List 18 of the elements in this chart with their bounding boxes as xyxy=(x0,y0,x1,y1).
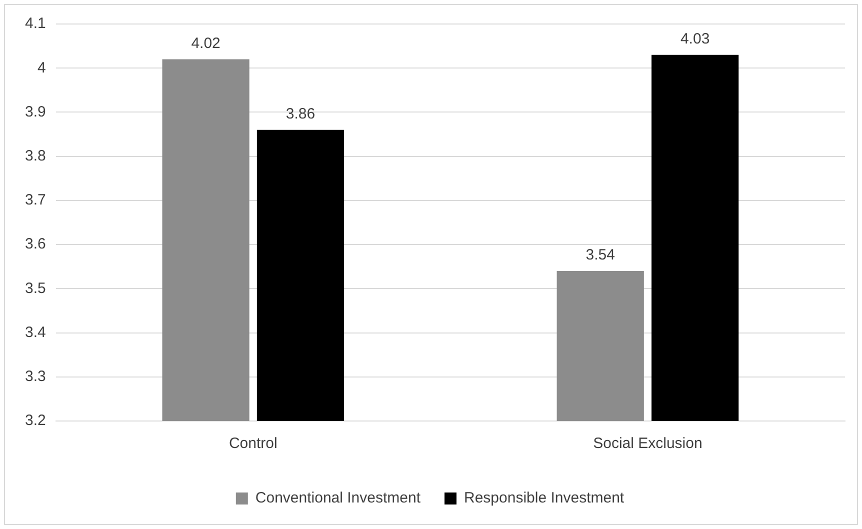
y-tick-label: 3.6 xyxy=(24,236,46,253)
y-tick-label: 3.9 xyxy=(24,103,46,120)
y-tick-label: 3.3 xyxy=(24,368,46,386)
data-label: 3.54 xyxy=(586,246,615,264)
x-tick-label: Social Exclusion xyxy=(593,435,702,452)
data-label: 4.02 xyxy=(191,34,220,52)
y-tick-label: 3.4 xyxy=(24,324,46,341)
y-tick-label: 4.1 xyxy=(24,15,46,32)
y-tick-label: 3.8 xyxy=(24,147,46,164)
data-label: 3.86 xyxy=(286,106,316,123)
legend-label: Conventional Investment xyxy=(255,490,422,507)
y-tick-label: 3.7 xyxy=(24,192,46,209)
legend-label: Responsible Investment xyxy=(464,490,625,507)
y-tick-label: 3.2 xyxy=(24,412,46,430)
y-tick-label: 4 xyxy=(38,59,46,76)
y-tick-label: 3.5 xyxy=(24,280,46,297)
x-tick-label: Control xyxy=(228,435,278,452)
data-label: 4.03 xyxy=(680,30,710,48)
